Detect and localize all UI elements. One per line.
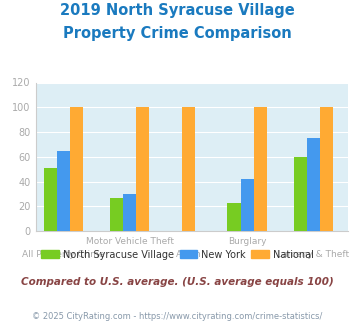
Text: 2019 North Syracuse Village: 2019 North Syracuse Village — [60, 3, 295, 18]
Text: Compared to U.S. average. (U.S. average equals 100): Compared to U.S. average. (U.S. average … — [21, 277, 334, 287]
Text: Larceny & Theft: Larceny & Theft — [277, 250, 349, 259]
Bar — [70, 107, 83, 231]
Text: Burglary: Burglary — [228, 237, 267, 246]
Bar — [307, 138, 320, 231]
Bar — [320, 107, 333, 231]
Bar — [241, 179, 254, 231]
Legend: North Syracuse Village, New York, National: North Syracuse Village, New York, Nation… — [37, 246, 318, 264]
Bar — [136, 107, 149, 231]
Bar — [182, 107, 195, 231]
Bar — [123, 194, 136, 231]
Text: Motor Vehicle Theft: Motor Vehicle Theft — [86, 237, 174, 246]
Bar — [44, 168, 57, 231]
Text: © 2025 CityRating.com - https://www.cityrating.com/crime-statistics/: © 2025 CityRating.com - https://www.city… — [32, 312, 323, 321]
Text: All Property Crime: All Property Crime — [22, 250, 105, 259]
Bar — [227, 203, 241, 231]
Text: Property Crime Comparison: Property Crime Comparison — [63, 26, 292, 41]
Bar — [254, 107, 267, 231]
Text: Arson: Arson — [175, 250, 201, 259]
Bar — [57, 150, 70, 231]
Bar — [294, 157, 307, 231]
Bar — [110, 198, 123, 231]
